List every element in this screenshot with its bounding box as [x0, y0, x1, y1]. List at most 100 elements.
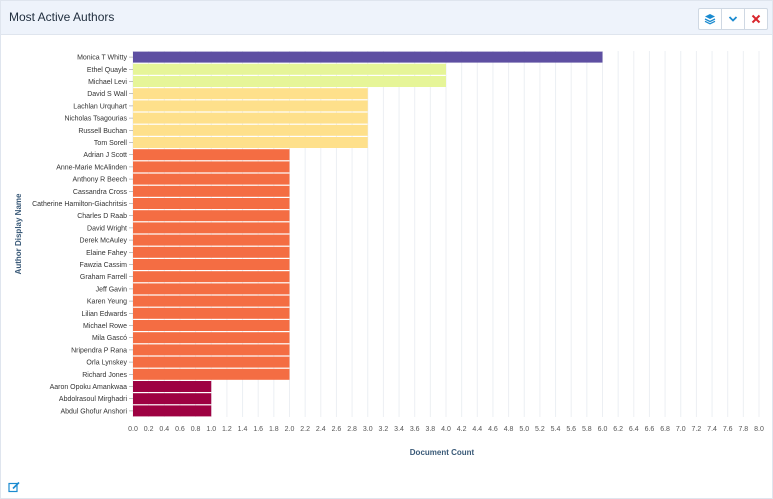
x-tick-label: 1.8: [269, 426, 279, 433]
x-tick-label: 1.0: [206, 426, 216, 433]
x-axis-label: Document Count: [410, 448, 475, 457]
category-label: Elaine Fahey: [86, 250, 127, 257]
edit-button[interactable]: [8, 480, 20, 493]
x-tick-label: 6.2: [613, 426, 623, 433]
panel-header: Most Active Authors: [1, 1, 772, 35]
bar: [133, 332, 290, 344]
category-label: David S Wall: [87, 91, 127, 98]
bar: [133, 271, 290, 283]
bar: [133, 185, 290, 197]
bar: [133, 161, 290, 173]
panel-toolbar: [698, 8, 768, 30]
category-label: Cassandra Cross: [73, 189, 128, 196]
bar: [133, 210, 290, 222]
x-tick-label: 7.2: [692, 426, 702, 433]
category-label: David Wright: [87, 225, 127, 232]
category-label: Lilian Edwards: [81, 311, 127, 318]
x-tick-label: 5.4: [551, 426, 561, 433]
bar: [133, 88, 368, 100]
bar: [133, 149, 290, 161]
category-label: Michael Rowe: [83, 323, 127, 330]
bar: [133, 198, 290, 209]
x-tick-label: 5.0: [519, 426, 529, 433]
x-tick-label: 2.6: [332, 426, 342, 433]
category-label: Lachlan Urquhart: [73, 103, 127, 110]
x-tick-label: 4.4: [472, 426, 482, 433]
y-axis-label: Author Display Name: [14, 193, 23, 274]
bar: [133, 63, 446, 75]
bar: [133, 137, 368, 148]
category-label: Jeff Gavin: [96, 286, 127, 293]
category-label: Nripendra P Rana: [71, 347, 127, 354]
category-label: Catherine Hamilton-Giachritsis: [32, 201, 127, 208]
x-tick-label: 1.2: [222, 426, 232, 433]
x-tick-label: 3.4: [394, 426, 404, 433]
bar: [133, 356, 290, 368]
x-tick-label: 7.4: [707, 426, 717, 433]
bar: [133, 100, 368, 112]
bar: [133, 51, 603, 63]
category-label: Tom Sorell: [94, 140, 128, 147]
bar-chart: 0.0 0.2 0.4 0.6 0.8 1.0 1.2 1.4 1.6 1.8 2.0 2.2 2.4 2…: [14, 51, 764, 457]
category-label: Michael Levi: [88, 79, 127, 86]
layers-button[interactable]: [699, 9, 722, 29]
x-tick-label: 7.6: [723, 426, 733, 433]
close-icon: [751, 14, 761, 24]
x-tick-label: 3.8: [425, 426, 435, 433]
bar: [133, 283, 290, 295]
x-tick-label: 1.4: [238, 426, 248, 433]
x-tick-label: 6.6: [645, 426, 655, 433]
bar: [133, 393, 212, 405]
bar: [133, 307, 290, 319]
x-tick-label: 2.8: [347, 426, 357, 433]
x-tick-label: 6.8: [660, 426, 670, 433]
x-tick-label: 4.2: [457, 426, 467, 433]
bar: [133, 112, 368, 124]
x-tick-label: 3.0: [363, 426, 373, 433]
x-tick-label: 2.2: [300, 426, 310, 433]
category-label: Aaron Opoku Amankwaa: [50, 384, 128, 391]
bar: [133, 405, 212, 417]
chevron-down-icon: [728, 16, 738, 22]
category-label: Russell Buchan: [78, 128, 127, 135]
bar: [133, 295, 290, 307]
bar: [133, 381, 212, 392]
x-tick-label: 6.0: [598, 426, 608, 433]
category-label: Orla Lynskey: [86, 360, 127, 367]
x-tick-label: 0.4: [159, 426, 169, 433]
category-label: Derek McAuley: [80, 238, 128, 245]
collapse-button[interactable]: [722, 9, 745, 29]
category-label: Abdolrasoul Mirghadri: [59, 396, 128, 403]
bar: [133, 320, 290, 331]
category-label: Nicholas Tsagourias: [64, 116, 127, 123]
bar: [133, 344, 290, 356]
x-tick-label: 0.8: [191, 426, 201, 433]
bar: [133, 124, 368, 136]
category-label: Monica T Whitty: [77, 55, 127, 62]
bar: [133, 76, 446, 87]
x-tick-label: 5.6: [566, 426, 576, 433]
close-button[interactable]: [745, 9, 767, 29]
x-tick-label: 7.8: [738, 426, 748, 433]
category-label: Mila Gascó: [92, 335, 127, 342]
x-tick-label: 4.0: [441, 426, 451, 433]
bar: [133, 368, 290, 380]
category-label: Anne-Marie McAlinden: [56, 164, 127, 171]
x-tick-label: 0.0: [128, 426, 138, 433]
bar: [133, 234, 290, 246]
category-label: Adrian J Scott: [83, 152, 127, 159]
category-label: Richard Jones: [82, 372, 127, 379]
x-tick-label: 7.0: [676, 426, 686, 433]
category-label: Anthony R Beech: [73, 177, 128, 184]
x-tick-label: 0.2: [144, 426, 154, 433]
category-label: Abdul Ghofur Anshori: [60, 408, 127, 415]
x-tick-label: 3.2: [379, 426, 389, 433]
x-tick-label: 5.2: [535, 426, 545, 433]
x-tick-label: 8.0: [754, 426, 764, 433]
x-tick-label: 1.6: [253, 426, 263, 433]
category-label: Ethel Quayle: [87, 67, 127, 74]
x-tick-label: 3.6: [410, 426, 420, 433]
category-label: Karen Yeung: [87, 299, 127, 306]
x-tick-label: 2.4: [316, 426, 326, 433]
